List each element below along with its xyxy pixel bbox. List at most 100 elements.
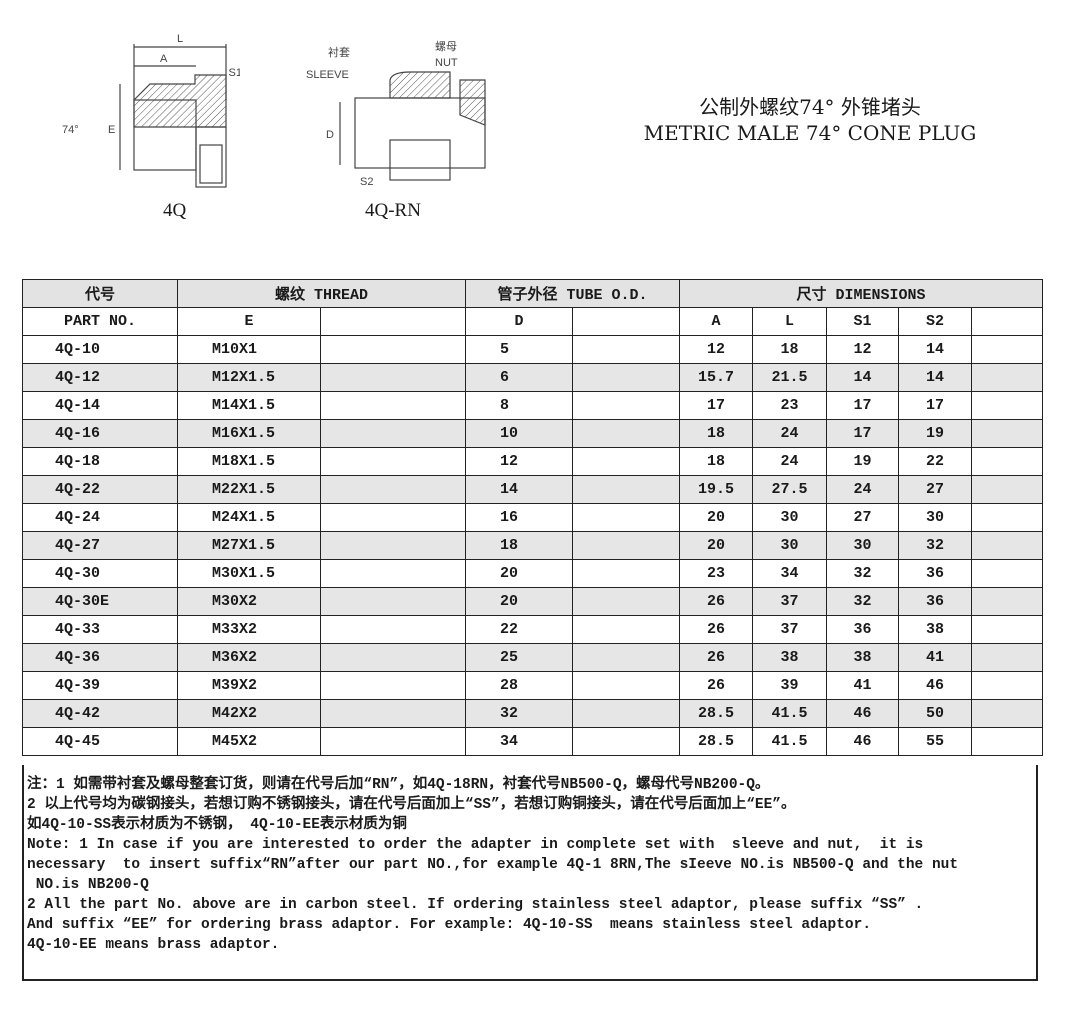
blank-cell <box>971 475 1044 504</box>
dim-s2: 32 <box>898 531 973 560</box>
dim-s1: 41 <box>826 671 900 700</box>
tube-d: 16 <box>465 503 574 532</box>
blank-cell <box>572 531 681 560</box>
thread-e: M12X1.5 <box>177 363 321 392</box>
note-line: Note: 1 In case if you are interested to… <box>27 837 924 853</box>
blank-cell <box>572 363 681 392</box>
part-no: 4Q-30E <box>22 587 178 616</box>
note-line: 2 以上代号均为碳钢接头，若想订购不锈钢接头，请在代号后面加上“SS”，若想订购… <box>27 797 796 813</box>
dim-s2: 14 <box>898 335 973 364</box>
thread-e: M10X1 <box>177 335 321 364</box>
table-row: 4Q-12 M12X1.5 6 15.7 21.5 14 14 <box>22 363 1044 392</box>
tube-d: 22 <box>465 615 574 644</box>
header-thread: 螺纹 THREAD <box>176 279 467 308</box>
table-row: 4Q-39 M39X2 28 26 39 41 46 <box>22 671 1044 700</box>
dim-s1: 38 <box>826 643 900 672</box>
table-row: 4Q-33 M33X2 22 26 37 36 38 <box>22 615 1044 644</box>
blank-cell <box>572 615 681 644</box>
dim-s2: 19 <box>898 419 973 448</box>
blank-cell <box>319 447 467 476</box>
dim-s2: 14 <box>898 363 973 392</box>
dim-l: 27.5 <box>752 475 828 504</box>
dim-s1: 17 <box>826 419 900 448</box>
table-row: 4Q-42 M42X2 32 28.5 41.5 46 50 <box>22 699 1044 728</box>
dim-s1: 46 <box>826 727 900 756</box>
dim-s2: 46 <box>898 671 973 700</box>
header-row-2: PART NO. E D A L S1 S2 <box>22 307 1044 336</box>
part-no: 4Q-12 <box>22 363 178 392</box>
svg-text:L: L <box>177 33 183 45</box>
part-no: 4Q-24 <box>22 503 178 532</box>
dim-s1: 17 <box>826 391 900 420</box>
dim-l: 24 <box>752 447 828 476</box>
part-no: 4Q-42 <box>22 699 178 728</box>
blank-cell <box>971 559 1044 588</box>
tube-d: 10 <box>465 419 574 448</box>
header-row-1: 代号 螺纹 THREAD 管子外径 TUBE O.D. 尺寸 DIMENSION… <box>22 279 1044 308</box>
dim-a: 17 <box>679 391 754 420</box>
dim-l: 34 <box>752 559 828 588</box>
dim-a: 19.5 <box>679 475 754 504</box>
thread-e: M22X1.5 <box>177 475 321 504</box>
svg-text:D: D <box>326 129 334 141</box>
blank-cell <box>971 419 1044 448</box>
dim-s2: 27 <box>898 475 973 504</box>
table-row: 4Q-30 M30X1.5 20 23 34 32 36 <box>22 559 1044 588</box>
dim-a: 12 <box>679 335 754 364</box>
dim-l: 21.5 <box>752 363 828 392</box>
part-no: 4Q-18 <box>22 447 178 476</box>
header-part-no: PART NO. <box>22 307 178 336</box>
table-row: 4Q-45 M45X2 34 28.5 41.5 46 55 <box>22 727 1044 756</box>
table-row: 4Q-18 M18X1.5 12 18 24 19 22 <box>22 447 1044 476</box>
svg-text:S1: S1 <box>229 67 240 79</box>
header-tube: 管子外径 TUBE O.D. <box>465 279 681 308</box>
dim-l: 38 <box>752 643 828 672</box>
blank-cell <box>971 363 1044 392</box>
dim-s1: 32 <box>826 587 900 616</box>
blank-cell <box>319 475 467 504</box>
tube-d: 8 <box>465 391 574 420</box>
thread-e: M14X1.5 <box>177 391 321 420</box>
table-row: 4Q-36 M36X2 25 26 38 38 41 <box>22 643 1044 672</box>
dim-a: 26 <box>679 643 754 672</box>
dim-s2: 41 <box>898 643 973 672</box>
thread-e: M33X2 <box>177 615 321 644</box>
blank-cell <box>572 559 681 588</box>
blank-cell <box>319 363 467 392</box>
blank-cell <box>971 587 1044 616</box>
dim-s1: 27 <box>826 503 900 532</box>
blank-cell <box>572 307 681 336</box>
blank-cell <box>572 475 681 504</box>
dim-s1: 32 <box>826 559 900 588</box>
blank-cell <box>319 671 467 700</box>
tube-d: 18 <box>465 531 574 560</box>
blank-cell <box>572 727 681 756</box>
title-cn: 公制外螺纹74° 外锥堵头 <box>699 95 921 119</box>
blank-cell <box>319 699 467 728</box>
dim-a: 28.5 <box>679 699 754 728</box>
dim-l: 24 <box>752 419 828 448</box>
thread-e: M24X1.5 <box>177 503 321 532</box>
header-e: E <box>177 307 321 336</box>
dim-l: 37 <box>752 587 828 616</box>
dim-l: 37 <box>752 615 828 644</box>
svg-text:S2: S2 <box>360 176 373 188</box>
thread-e: M45X2 <box>177 727 321 756</box>
tube-d: 5 <box>465 335 574 364</box>
dim-s1: 24 <box>826 475 900 504</box>
header-dimensions: 尺寸 DIMENSIONS <box>679 279 1044 308</box>
dim-a: 20 <box>679 503 754 532</box>
blank-cell <box>971 727 1044 756</box>
table-row: 4Q-14 M14X1.5 8 17 23 17 17 <box>22 391 1044 420</box>
blank-cell <box>572 419 681 448</box>
part-no: 4Q-33 <box>22 615 178 644</box>
dim-s2: 55 <box>898 727 973 756</box>
dim-a: 23 <box>679 559 754 588</box>
tube-d: 12 <box>465 447 574 476</box>
thread-e: M36X2 <box>177 643 321 672</box>
blank-cell <box>971 531 1044 560</box>
dim-s1: 14 <box>826 363 900 392</box>
blank-cell <box>319 307 467 336</box>
blank-cell <box>971 391 1044 420</box>
dim-l: 30 <box>752 531 828 560</box>
